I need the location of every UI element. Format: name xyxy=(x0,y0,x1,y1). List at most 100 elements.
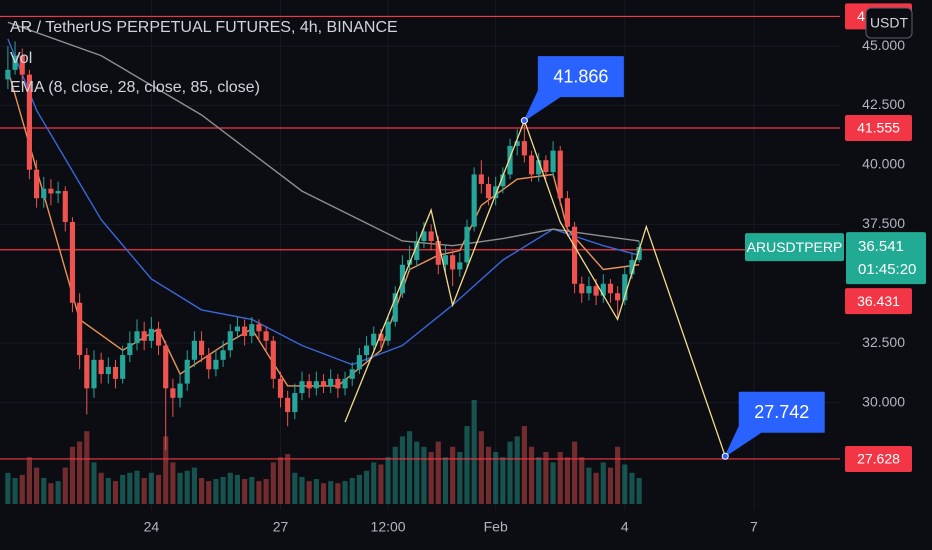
volume-bar xyxy=(399,436,406,504)
candle-body xyxy=(564,198,570,227)
volume-bar xyxy=(335,483,341,504)
ema-line xyxy=(7,21,640,247)
candle-body xyxy=(141,331,147,341)
candle-body xyxy=(5,69,11,80)
volume-bar xyxy=(69,446,76,504)
candles xyxy=(5,41,642,451)
volume-bar xyxy=(141,478,147,504)
volume-bar xyxy=(636,478,642,504)
volume-bar xyxy=(607,467,614,504)
level-label-box xyxy=(845,288,912,315)
volume-bar xyxy=(579,457,585,504)
volume xyxy=(5,400,642,504)
volume-bar xyxy=(371,462,377,504)
candle-body xyxy=(84,355,90,389)
volume-bar xyxy=(105,478,111,504)
volume-bar xyxy=(12,478,18,504)
y-tick-label: 37.500 xyxy=(862,215,905,231)
candle-body xyxy=(105,366,111,375)
volume-bar xyxy=(299,476,305,504)
candle-body xyxy=(306,381,312,389)
candle-body xyxy=(622,274,628,301)
candle-body xyxy=(435,240,441,265)
y-tick-label: 30.000 xyxy=(862,393,905,409)
candle-body xyxy=(242,326,248,337)
volume-bar xyxy=(177,472,183,504)
volume-bar xyxy=(98,472,104,504)
indicator-label: EMA (8, close, 28, close, 85, close) xyxy=(10,79,260,96)
candle-body xyxy=(371,333,377,346)
level-label-box xyxy=(845,114,912,141)
candle-body xyxy=(256,324,262,332)
candle-body xyxy=(593,286,599,296)
volume-bar xyxy=(564,457,570,504)
volume-bar xyxy=(507,441,513,504)
volume-bar xyxy=(514,436,520,504)
volume-bar xyxy=(457,452,463,504)
candle-body xyxy=(19,55,25,75)
candle-body xyxy=(249,324,255,337)
volume-bar xyxy=(478,431,484,504)
x-tick-label: 4 xyxy=(621,519,629,535)
volume-bar xyxy=(328,481,334,504)
volume-bar xyxy=(134,470,140,504)
candle-body xyxy=(378,333,384,341)
indicator-label: Vol xyxy=(10,50,32,67)
projection xyxy=(344,118,726,457)
volume-bar xyxy=(112,481,119,504)
candle-body xyxy=(464,226,470,263)
grid xyxy=(0,0,840,510)
projection-line xyxy=(344,118,726,457)
volume-bar xyxy=(493,452,499,504)
candle-body xyxy=(198,340,205,356)
volume-bar xyxy=(206,481,212,504)
y-tick-label: 42.500 xyxy=(862,96,905,112)
volume-bar xyxy=(91,462,97,504)
volume-bar xyxy=(528,446,535,504)
axes: 45.000 42.500 40.000 37.500 32.500 30.000 24 27… xyxy=(144,3,926,535)
volume-bar xyxy=(5,472,11,504)
candle-body xyxy=(48,188,54,194)
candle-body xyxy=(277,378,284,398)
currency-box xyxy=(865,7,913,39)
volume-bar xyxy=(313,479,319,504)
candle-body xyxy=(41,188,47,199)
candle-body xyxy=(55,191,61,194)
candle-body xyxy=(500,174,506,187)
y-tick-label: 32.500 xyxy=(862,334,905,350)
volume-bar xyxy=(277,457,284,504)
volume-bar xyxy=(378,464,384,504)
volume-bar xyxy=(363,470,370,504)
candle-body xyxy=(292,393,298,413)
callout-box xyxy=(523,56,624,122)
volume-bar xyxy=(213,479,219,504)
volume-bar xyxy=(77,441,83,504)
volume-bar xyxy=(120,474,126,504)
candle-body xyxy=(220,350,226,360)
candle-body xyxy=(299,381,305,394)
candle-body xyxy=(450,255,456,270)
candle-body xyxy=(206,355,212,370)
candle-body xyxy=(342,378,348,389)
volume-bar xyxy=(270,462,276,504)
volume-bar xyxy=(242,479,248,504)
callout-box xyxy=(724,391,825,457)
candle-body xyxy=(586,286,592,294)
volume-bar xyxy=(586,467,592,504)
volume-bar xyxy=(256,481,262,504)
level-label: 27.628 xyxy=(857,451,900,467)
candle-body xyxy=(170,388,176,398)
callout-text: 27.742 xyxy=(754,402,809,422)
candle-body xyxy=(120,355,126,379)
volume-bar xyxy=(306,481,312,504)
volume-bar xyxy=(615,446,621,504)
volume-bar xyxy=(414,441,420,504)
volume-bar xyxy=(428,452,434,504)
volume-bar xyxy=(600,462,606,504)
levels xyxy=(0,15,840,460)
candle-body xyxy=(363,345,370,356)
volume-bar xyxy=(629,472,635,504)
candle-body xyxy=(234,326,241,332)
candle-body xyxy=(493,186,499,199)
